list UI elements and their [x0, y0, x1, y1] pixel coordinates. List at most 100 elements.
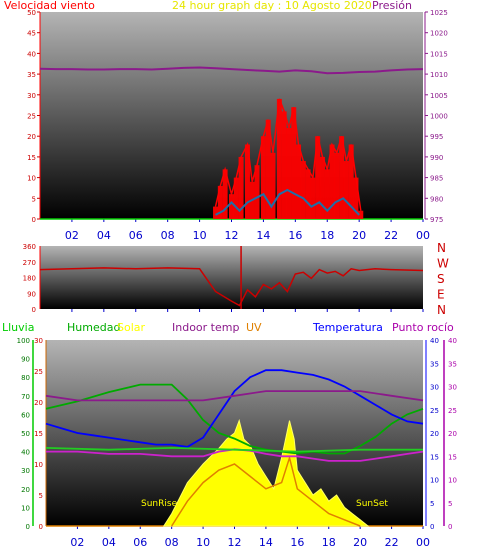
wind-tick-label: 20	[27, 133, 36, 141]
dewpoint-tick-label: 15	[448, 453, 457, 461]
chart-title: 24 hour graph day : 10 Agosto 2020	[172, 0, 372, 12]
temperature-tick-label: 5	[430, 500, 434, 508]
wind-gust-bar	[270, 152, 276, 219]
solar-tick-label: 15	[34, 430, 43, 438]
rain-tick-label: 90	[21, 356, 30, 364]
wind-panel	[40, 12, 423, 219]
rain-tick-label: 60	[21, 411, 30, 419]
dewpoint-tick-label: 30	[448, 384, 457, 392]
solar-area	[162, 418, 370, 527]
hour-label-16: 16	[288, 229, 302, 242]
wind-average-line	[215, 188, 360, 216]
temperature-tick-label: 25	[430, 407, 439, 415]
pressure-label: Presión	[372, 0, 412, 12]
temperature-tick-label: 10	[430, 477, 439, 485]
hour-label-00: 00	[416, 229, 430, 242]
hour-label-08: 08	[165, 536, 179, 549]
wind-gust-bar	[305, 169, 311, 219]
hour-label-20: 20	[353, 536, 367, 549]
wind-gust-bar	[353, 177, 359, 219]
wind-speed-line	[214, 98, 362, 211]
temperature-label: Temperatura	[312, 321, 383, 334]
wind-direction-line	[39, 267, 424, 307]
wind-tick-label: 45	[27, 30, 36, 38]
hour-label-18: 18	[322, 536, 336, 549]
uv-label: UV	[246, 321, 262, 334]
wind-gust-bar	[233, 177, 239, 219]
pressure-tick-label: 1000	[430, 113, 448, 121]
wind-gust-bar	[222, 169, 228, 219]
hour-label-22: 22	[384, 229, 398, 242]
hour-label-12: 12	[228, 536, 242, 549]
hour-label-10: 10	[196, 536, 210, 549]
temperature-tick-label: 30	[430, 384, 439, 392]
wind-gust-bar	[358, 210, 364, 219]
wind-gust-bar	[281, 111, 287, 219]
pressure-tick-label: 980	[430, 195, 443, 203]
wind-gust-bar	[276, 98, 282, 219]
dewpoint-tick-label: 0	[448, 523, 452, 531]
pressure-tick-label: 1015	[430, 50, 448, 58]
hour-label-16: 16	[290, 536, 304, 549]
sunset-label: SunSet	[356, 499, 388, 509]
uv-line	[171, 455, 361, 527]
dewpoint-line	[45, 390, 424, 402]
wind-gust-bar	[339, 136, 345, 219]
rain-tick-label: 70	[21, 393, 30, 401]
wind-gust-bar	[334, 152, 340, 219]
wind-tick-label: 5	[32, 195, 36, 203]
pressure-tick-label: 995	[430, 133, 443, 141]
rain-tick-label: 40	[21, 449, 30, 457]
hour-label-14: 14	[256, 229, 270, 242]
direction-tick-label: 360	[23, 243, 36, 251]
rain-tick-label: 100	[17, 337, 30, 345]
hour-label-08: 08	[161, 229, 175, 242]
dewpoint-tick-label: 35	[448, 360, 457, 368]
wind-gust-bar	[229, 194, 234, 219]
hour-label-02: 02	[65, 229, 79, 242]
humidity-label: Humedad	[67, 321, 120, 334]
solar-tick-label: 30	[34, 337, 43, 345]
wind-gust-bar	[343, 161, 349, 219]
hour-label-04: 04	[102, 536, 116, 549]
solar-tick-label: 0	[39, 523, 43, 531]
direction-panel	[40, 246, 423, 309]
direction-tick-label: 180	[23, 275, 36, 283]
hour-label-02: 02	[70, 536, 84, 549]
pressure-tick-label: 1005	[430, 92, 448, 100]
direction-letter-N: N	[437, 241, 446, 255]
dewpoint-label: Punto rocío	[392, 321, 454, 334]
wind-gust-bar	[291, 107, 297, 219]
wind-tick-label: 0	[32, 216, 36, 224]
wind-gust-bar	[300, 161, 306, 219]
humidity-line	[45, 383, 424, 455]
rain-tick-label: 10	[21, 504, 30, 512]
rain-tick-label: 30	[21, 467, 30, 475]
wind-tick-label: 10	[27, 175, 36, 183]
solar-tick-label: 20	[34, 399, 43, 407]
wind-gust-bar	[348, 144, 354, 219]
hour-label-22: 22	[385, 536, 399, 549]
hour-label-00: 00	[416, 536, 430, 549]
solar-tick-label: 10	[34, 461, 43, 469]
direction-letter-N: N	[437, 303, 446, 317]
solar-label: Solar	[117, 321, 146, 334]
direction-tick-label: 0	[32, 306, 36, 314]
rain-tick-label: 80	[21, 374, 30, 382]
direction-tick-label: 90	[27, 290, 36, 298]
rain-tick-label: 0	[26, 523, 30, 531]
hour-label-10: 10	[193, 229, 207, 242]
wind-tick-label: 15	[27, 154, 36, 162]
rain-tick-label: 50	[21, 430, 30, 438]
temperature-tick-label: 0	[430, 523, 434, 531]
wind-gust-bar	[260, 136, 266, 219]
wind-tick-label: 35	[27, 71, 36, 79]
pressure-tick-label: 1010	[430, 71, 448, 79]
wind-gust-bar	[238, 156, 244, 219]
dewpoint-tick-label: 25	[448, 407, 457, 415]
indoor-temp-line	[46, 448, 424, 462]
dewpoint-tick-label: 5	[448, 500, 452, 508]
wind-speed-label: Velocidad viento	[4, 0, 95, 12]
hour-label-20: 20	[352, 229, 366, 242]
direction-letter-W: W	[437, 257, 449, 271]
